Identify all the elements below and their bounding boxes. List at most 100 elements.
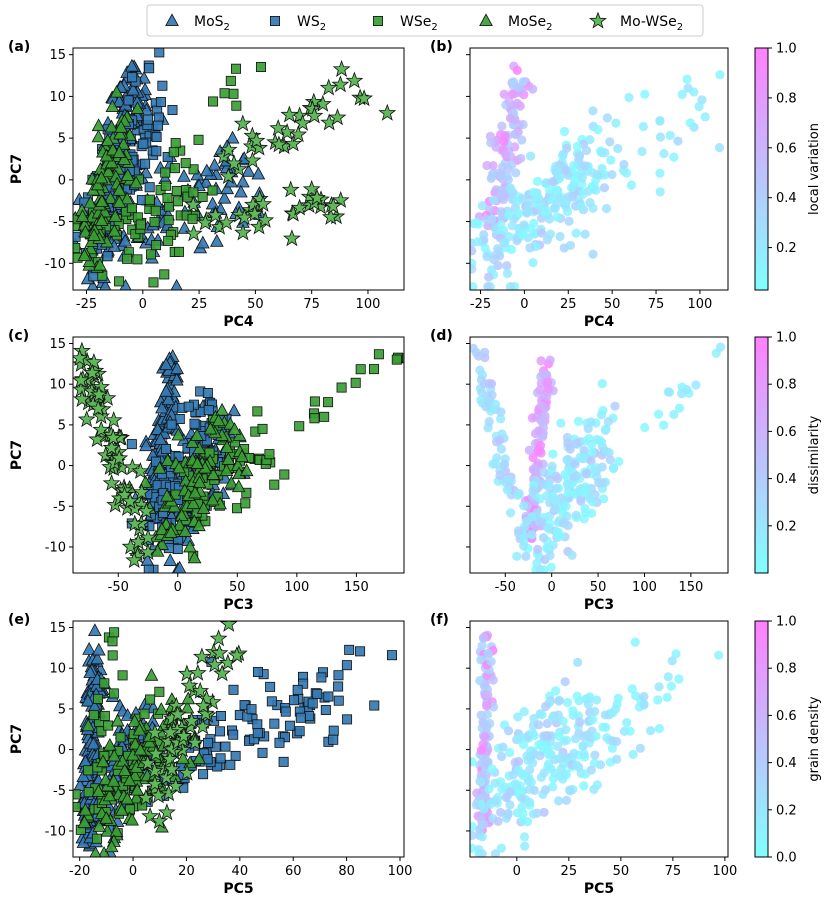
point-star [256, 211, 275, 228]
point [554, 696, 564, 706]
square-icon [372, 15, 383, 26]
point-star [147, 744, 165, 762]
point [527, 530, 537, 540]
point-triangle [195, 235, 210, 249]
point [511, 780, 521, 790]
point-triangle [95, 194, 109, 207]
y-tick-label: 5 [58, 702, 66, 717]
point [511, 129, 522, 140]
point-triangle [104, 119, 119, 133]
point-star [125, 514, 144, 532]
point [605, 455, 615, 465]
point-square [193, 134, 204, 145]
point [677, 389, 687, 399]
point-star [225, 154, 243, 172]
point [603, 416, 613, 427]
point-square [323, 397, 334, 408]
point-star [227, 646, 246, 664]
point-triangle [192, 518, 206, 532]
point [570, 734, 581, 744]
x-tick-label: 25 [561, 864, 578, 879]
point [542, 543, 552, 553]
point-triangle [82, 642, 96, 655]
colorbar [754, 620, 769, 858]
point [583, 699, 594, 709]
point-triangle [83, 195, 98, 209]
point-triangle [170, 361, 184, 375]
point-triangle [172, 460, 186, 474]
point-star [209, 629, 228, 647]
point-square [319, 411, 330, 422]
point [551, 504, 561, 514]
point-star [269, 118, 288, 136]
point [566, 183, 577, 193]
axes-frame [72, 336, 405, 574]
point-square [138, 138, 149, 149]
point-star [159, 732, 178, 750]
point-triangle [177, 169, 191, 182]
point-star [269, 135, 288, 153]
point [490, 778, 500, 788]
point-star [168, 705, 187, 723]
point-square [265, 681, 276, 692]
point [525, 765, 535, 775]
point [551, 483, 561, 494]
point-star [290, 198, 309, 216]
point-square [246, 704, 257, 715]
point [580, 503, 590, 514]
point [569, 160, 579, 171]
point [519, 220, 529, 230]
point-star [90, 385, 108, 403]
point-square [312, 688, 323, 699]
point-triangle [96, 754, 110, 768]
point [474, 849, 484, 857]
point-triangle [104, 155, 119, 169]
point-triangle [170, 279, 183, 290]
point-triangle [196, 501, 211, 514]
point [546, 562, 556, 573]
point [662, 692, 672, 702]
point [537, 228, 547, 238]
point-star [77, 410, 96, 428]
legend-entry: MoS2 [165, 13, 230, 33]
x-tick-label: -25 [76, 297, 97, 312]
panel-label: (d) [430, 328, 453, 344]
point [588, 249, 598, 259]
panel-e: -20 0 20 40 60 80 100 -10 -5 0 5 10 15 PC5 PC7 (e) [8, 612, 412, 897]
point [503, 210, 514, 220]
point [601, 446, 611, 456]
point [591, 185, 601, 195]
point-star [235, 208, 254, 226]
panel-a: -25 0 25 50 75 100 -10 -5 0 5 10 15 PC4 PC7 (a) [8, 39, 405, 330]
point [512, 65, 522, 75]
point-triangle [160, 488, 174, 502]
point-triangle [251, 166, 266, 180]
point-triangle [86, 736, 101, 750]
point [584, 493, 595, 503]
point-square [252, 406, 263, 417]
point-square [323, 691, 334, 702]
point-triangle [225, 130, 240, 144]
point [477, 832, 487, 842]
point [470, 264, 477, 274]
point [470, 822, 477, 832]
point-triangle [94, 213, 109, 226]
point-star [321, 207, 340, 225]
triangle-icon [165, 13, 179, 27]
point-triangle [99, 811, 114, 824]
point [563, 697, 573, 708]
point [505, 282, 516, 290]
point-star [219, 140, 238, 158]
point-triangle [159, 384, 174, 397]
point [588, 715, 598, 725]
point-triangle [78, 802, 93, 816]
point [499, 89, 509, 99]
point-square [107, 636, 118, 647]
point [669, 409, 679, 420]
point-triangle [176, 751, 190, 765]
colorbar-tick-label: 0.4 [776, 472, 797, 487]
point [536, 741, 547, 751]
point [477, 387, 487, 397]
point [480, 243, 490, 253]
point-square [369, 700, 380, 711]
